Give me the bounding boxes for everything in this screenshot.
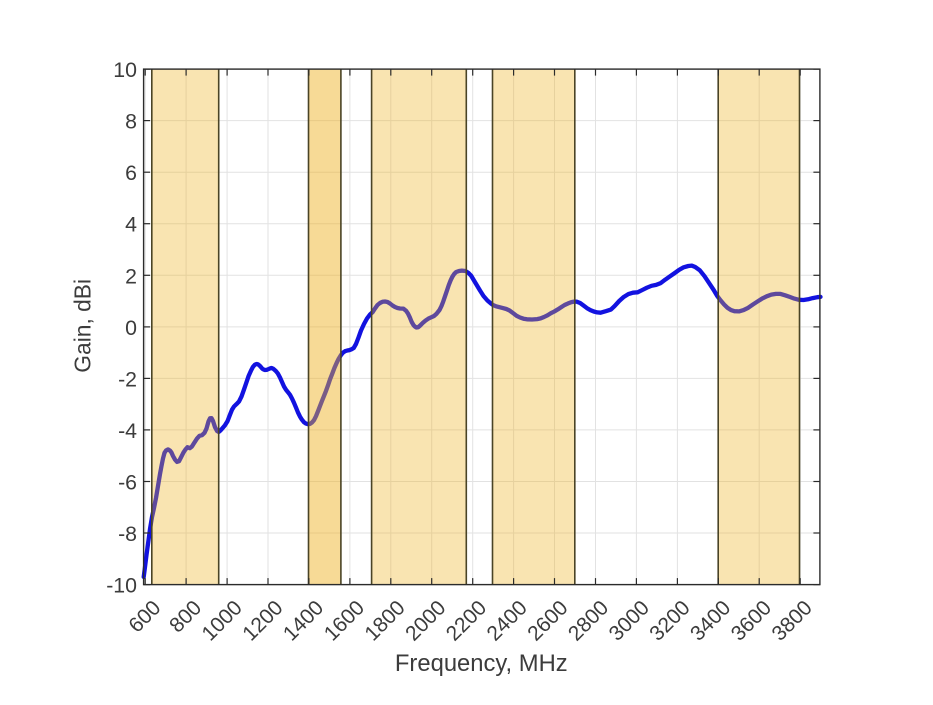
svg-text:-8: -8 — [118, 522, 137, 546]
svg-text:-4: -4 — [118, 419, 137, 443]
svg-text:10: 10 — [113, 58, 137, 82]
svg-text:8: 8 — [125, 110, 137, 134]
svg-text:-2: -2 — [118, 367, 137, 391]
svg-text:Frequency, MHz: Frequency, MHz — [395, 650, 568, 677]
svg-text:-6: -6 — [118, 471, 137, 495]
svg-text:-10: -10 — [106, 574, 137, 598]
svg-text:2: 2 — [125, 264, 137, 288]
svg-text:Gain, dBi: Gain, dBi — [70, 279, 96, 373]
svg-text:0: 0 — [125, 316, 137, 340]
svg-text:4: 4 — [125, 213, 137, 237]
svg-text:6: 6 — [125, 161, 137, 185]
